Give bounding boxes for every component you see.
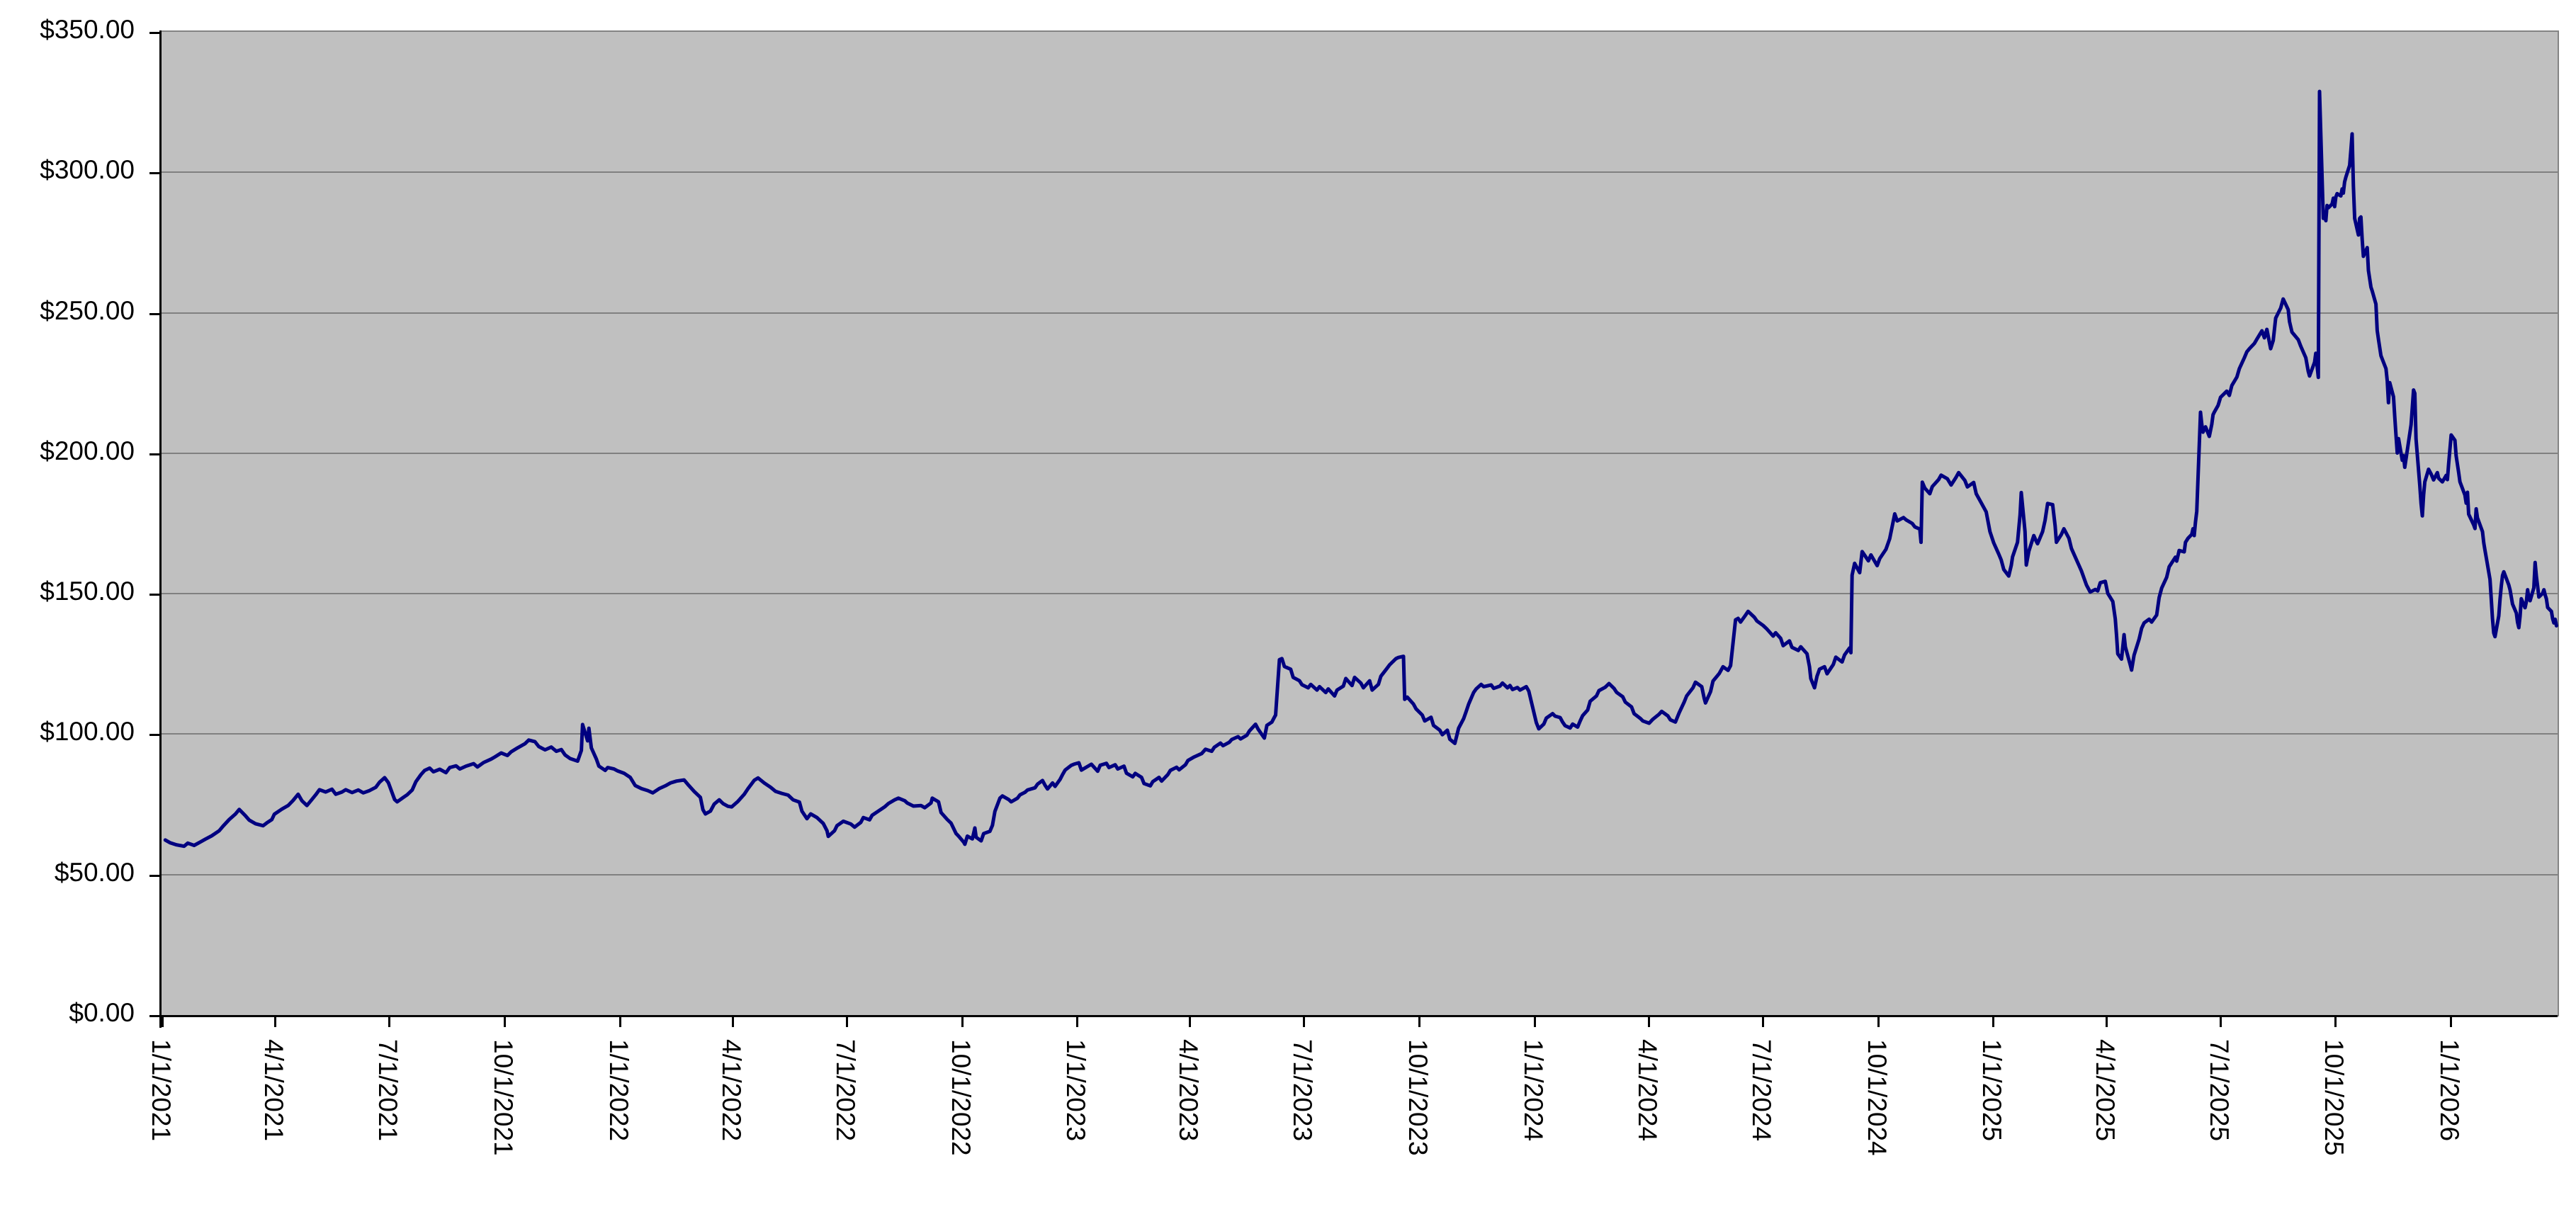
x-axis-label: 7/1/2025: [2205, 1039, 2234, 1142]
x-tick-1/1/2025: [1992, 1017, 1994, 1027]
x-tick-4/1/2025: [2106, 1017, 2108, 1027]
x-axis-label: 1/1/2021: [147, 1039, 176, 1142]
x-tick-7/1/2024: [1762, 1017, 1764, 1027]
gridline-100: [162, 733, 2558, 735]
y-axis-label: $0.00: [69, 998, 135, 1027]
x-axis-label: 4/1/2021: [259, 1039, 288, 1142]
y-tick-150: [149, 594, 159, 596]
y-tick-0: [149, 1015, 159, 1017]
y-axis-label: $200.00: [40, 436, 135, 465]
x-tick-4/1/2023: [1189, 1017, 1191, 1027]
x-tick-10/1/2024: [1877, 1017, 1880, 1027]
x-tick-10/1/2023: [1418, 1017, 1420, 1027]
x-axis-label: 1/1/2022: [604, 1039, 633, 1142]
x-tick-4/1/2024: [1648, 1017, 1650, 1027]
x-axis-label: 7/1/2021: [373, 1039, 402, 1142]
x-axis-label: 10/1/2023: [1403, 1039, 1433, 1156]
x-tick-1/1/2023: [1076, 1017, 1078, 1027]
x-axis-label: 4/1/2025: [2091, 1039, 2120, 1142]
y-tick-250: [149, 313, 159, 315]
x-axis-label: 10/1/2025: [2320, 1039, 2349, 1156]
gridline-150: [162, 593, 2558, 594]
y-axis-line: [159, 30, 162, 1028]
x-tick-10/1/2021: [504, 1017, 506, 1027]
plot-area: [160, 30, 2559, 1016]
x-tick-4/1/2021: [274, 1017, 276, 1027]
gridline-50: [162, 874, 2558, 876]
x-tick-7/1/2021: [388, 1017, 390, 1027]
y-axis-label: $50.00: [54, 858, 135, 887]
gridline-300: [162, 171, 2558, 173]
x-tick-1/1/2024: [1534, 1017, 1536, 1027]
x-axis-label: 10/1/2022: [947, 1039, 976, 1156]
x-axis-label: 7/1/2022: [831, 1039, 860, 1142]
y-tick-100: [149, 734, 159, 736]
y-tick-300: [149, 172, 159, 174]
y-axis-label: $250.00: [40, 296, 135, 325]
y-tick-350: [149, 32, 159, 34]
x-axis-label: 1/1/2025: [1977, 1039, 2006, 1142]
x-tick-1/1/2021: [162, 1017, 164, 1027]
x-axis-label: 4/1/2023: [1174, 1039, 1203, 1142]
x-axis-label: 1/1/2024: [1519, 1039, 1548, 1142]
gridline-200: [162, 453, 2558, 454]
x-tick-1/1/2026: [2450, 1017, 2452, 1027]
y-axis-label: $100.00: [40, 717, 135, 746]
x-tick-10/1/2025: [2334, 1017, 2337, 1027]
y-axis-label: $300.00: [40, 155, 135, 184]
x-axis-line: [159, 1015, 2558, 1017]
x-axis-label: 1/1/2026: [2435, 1039, 2464, 1142]
x-axis-label: 4/1/2024: [1633, 1039, 1662, 1142]
x-axis-label: 7/1/2023: [1288, 1039, 1317, 1142]
x-tick-10/1/2022: [961, 1017, 964, 1027]
y-tick-50: [149, 875, 159, 877]
y-tick-200: [149, 453, 159, 455]
price-line: [163, 89, 2558, 849]
x-axis-label: 4/1/2022: [717, 1039, 746, 1142]
y-axis-label: $150.00: [40, 577, 135, 606]
x-axis-label: 10/1/2021: [489, 1039, 518, 1156]
x-axis-label: 10/1/2024: [1863, 1039, 1892, 1156]
x-axis-label: 1/1/2023: [1061, 1039, 1090, 1142]
x-tick-4/1/2022: [732, 1017, 734, 1027]
x-axis-label: 7/1/2024: [1747, 1039, 1776, 1142]
x-tick-7/1/2022: [846, 1017, 848, 1027]
x-tick-7/1/2025: [2220, 1017, 2222, 1027]
x-tick-1/1/2022: [619, 1017, 621, 1027]
y-axis-label: $350.00: [40, 15, 135, 44]
x-tick-7/1/2023: [1303, 1017, 1305, 1027]
gridline-250: [162, 312, 2558, 314]
